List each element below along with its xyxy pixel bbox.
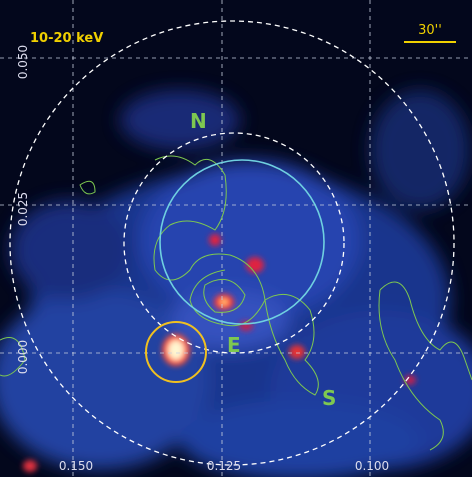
x-tick-label: 0.150 [59,459,93,473]
y-tick-label: 0.000 [16,340,30,374]
scale-bar-label: 30'' [418,23,442,38]
south-label: S [322,386,336,410]
sky-image: 30'' 10-20 keV N E S 0.050 0.025 0.000 0… [0,0,472,477]
y-tick-label: 0.050 [16,45,30,79]
y-tick-label: 0.025 [16,192,30,226]
x-tick-label: 0.125 [207,459,241,473]
image-background [0,0,472,477]
band-label: 10-20 keV [30,31,103,46]
x-tick-label: 0.100 [355,459,389,473]
north-label: N [190,109,207,133]
east-label: E [227,333,241,357]
